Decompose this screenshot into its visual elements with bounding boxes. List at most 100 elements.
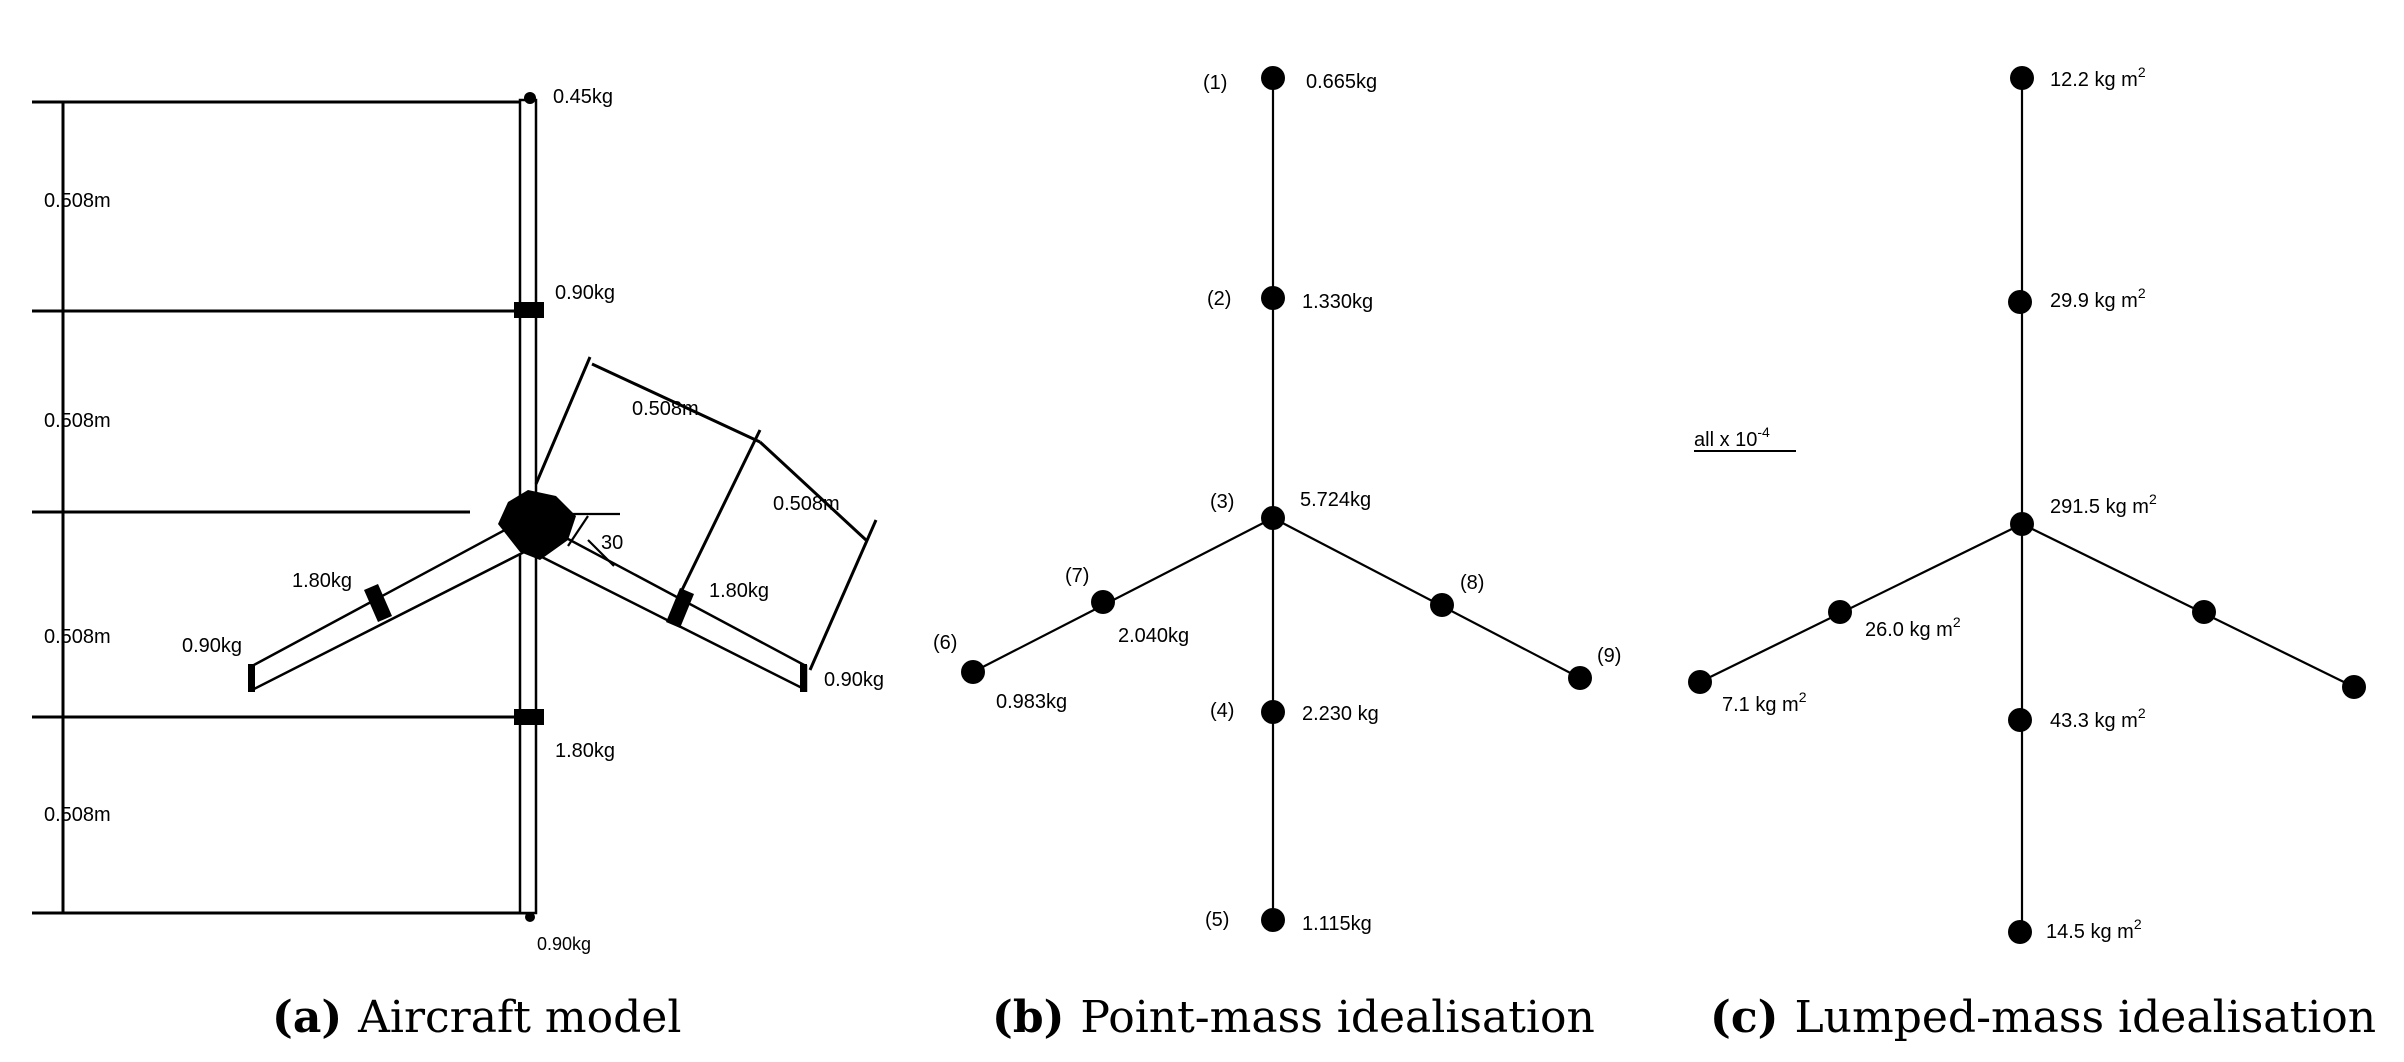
c-node-4-inertia: 43.3 kg m2 xyxy=(2050,705,2146,732)
mass-label-right-wing-tip: 0.90kg xyxy=(824,669,884,691)
right-wing-tip-mass xyxy=(800,664,807,692)
dim-label-wing-2: 0.508m xyxy=(773,493,840,515)
b-node-6-id: (6) xyxy=(933,632,957,654)
c-node-7-sup: 2 xyxy=(1953,614,1961,630)
right-wing-mid-mass xyxy=(666,588,694,628)
b-node-4-id: (4) xyxy=(1210,700,1234,722)
b-node-5 xyxy=(1261,908,1285,932)
c-node-3-sup: 2 xyxy=(2149,491,2157,507)
scale-note: all x 10-4 xyxy=(1694,424,1770,451)
center-mass-blob xyxy=(498,490,576,560)
b-node-7 xyxy=(1091,590,1115,614)
caption-c-letter: (c) xyxy=(1710,992,1778,1043)
b-node-2-id: (2) xyxy=(1207,288,1231,310)
b-node-3-mass: 5.724kg xyxy=(1300,489,1371,511)
mass-label-left-wing-tip: 0.90kg xyxy=(182,635,242,657)
wing-dim-ext-2 xyxy=(680,429,762,591)
fuselage-upper-mass xyxy=(514,302,544,318)
panel-c-lumped-mass: all x 10-4 12.2 kg m2 29.9 kg m2 291.5 k… xyxy=(1688,64,2376,1043)
b-node-7-mass: 2.040kg xyxy=(1118,625,1189,647)
c-node-7-inertia: 26.0 kg m2 xyxy=(1865,614,1961,641)
angle-label: 30 xyxy=(601,532,623,554)
c-node-1-sup: 2 xyxy=(2138,64,2146,80)
caption-a: (a) Aircraft model xyxy=(272,992,681,1043)
b-node-8-id: (8) xyxy=(1460,572,1484,594)
b-node-8 xyxy=(1430,593,1454,617)
c-node-2-sup: 2 xyxy=(2138,285,2146,301)
dim-label-left-3: 0.508m xyxy=(44,626,111,648)
wing-dim-ext-3 xyxy=(808,519,878,671)
c-node-5-inertia: 14.5 kg m2 xyxy=(2046,916,2142,943)
wing-dim-line-1 xyxy=(591,362,761,444)
c-beam-left xyxy=(1699,523,2023,683)
b-beam-left xyxy=(972,517,1274,673)
mass-label-right-wing-mid: 1.80kg xyxy=(709,580,769,602)
wing-dim-line-2 xyxy=(758,440,868,542)
angle-tick-1 xyxy=(567,515,589,547)
c-node-6-inertia: 7.1 kg m2 xyxy=(1722,689,1807,716)
b-beam-right xyxy=(1272,517,1581,679)
c-node-7 xyxy=(1828,600,1852,624)
fuselage-lower-mass xyxy=(514,709,544,725)
dim-label-wing-1: 0.508m xyxy=(632,398,699,420)
angle-tick-2 xyxy=(587,539,615,567)
b-node-3 xyxy=(1261,506,1285,530)
b-node-2-mass: 1.330kg xyxy=(1302,291,1373,313)
b-node-1 xyxy=(1261,66,1285,90)
dim-label-left-1: 0.508m xyxy=(44,190,111,212)
dim-label-left-2: 0.508m xyxy=(44,410,111,432)
bottom-mass-dot xyxy=(525,912,535,922)
caption-a-letter: (a) xyxy=(272,992,342,1043)
b-node-3-id: (3) xyxy=(1210,491,1234,513)
b-node-9-id: (9) xyxy=(1597,645,1621,667)
c-node-6-sup: 2 xyxy=(1799,689,1807,705)
left-wing xyxy=(250,522,534,693)
scale-note-text: all x 10 xyxy=(1694,429,1757,451)
b-node-6 xyxy=(961,660,985,684)
c-node-1-inertia: 12.2 kg m2 xyxy=(2050,64,2146,91)
caption-a-text: Aircraft model xyxy=(357,992,681,1043)
b-node-9 xyxy=(1568,666,1592,690)
b-node-2 xyxy=(1261,286,1285,310)
wing-dim-ext-1 xyxy=(534,356,592,485)
top-mass-dot xyxy=(524,92,536,104)
c-node-1 xyxy=(2010,66,2034,90)
caption-b-text: Point-mass idealisation xyxy=(1080,992,1594,1043)
c-node-4 xyxy=(2008,708,2032,732)
c-node-5 xyxy=(2008,920,2032,944)
caption-c-text: Lumped-mass idealisation xyxy=(1794,992,2376,1043)
mass-label-fus-upper: 0.90kg xyxy=(555,282,615,304)
b-node-1-id: (1) xyxy=(1203,72,1227,94)
c-node-3 xyxy=(2010,512,2034,536)
dim-label-left-4: 0.508m xyxy=(44,804,111,826)
mass-label-fus-lower: 1.80kg xyxy=(555,740,615,762)
b-node-7-id: (7) xyxy=(1065,565,1089,587)
c-node-6 xyxy=(1688,670,1712,694)
caption-b: (b) Point-mass idealisation xyxy=(992,992,1595,1043)
caption-b-letter: (b) xyxy=(992,992,1064,1043)
b-node-4 xyxy=(1261,700,1285,724)
b-node-1-mass: 0.665kg xyxy=(1306,71,1377,93)
c-node-5-sup: 2 xyxy=(2134,916,2142,932)
c-node-9 xyxy=(2342,675,2366,699)
c-node-8 xyxy=(2192,600,2216,624)
scale-note-exp: -4 xyxy=(1757,424,1770,440)
left-wing-mid-mass xyxy=(364,584,392,622)
b-node-5-mass: 1.115kg xyxy=(1302,913,1372,935)
mass-label-left-wing-mid: 1.80kg xyxy=(292,570,352,592)
caption-c: (c) Lumped-mass idealisation xyxy=(1710,992,2376,1043)
panel-b-point-mass: (1) 0.665kg (2) 1.330kg (3) 5.724kg (4) … xyxy=(933,66,1621,1043)
panel-a-aircraft-model: 0.508m 0.508m 0.508m 0.508m 0.508m 0.508… xyxy=(32,86,884,1043)
b-node-5-id: (5) xyxy=(1205,909,1229,931)
b-node-4-mass: 2.230 kg xyxy=(1302,703,1379,725)
mass-label-bottom: 0.90kg xyxy=(537,934,591,954)
right-wing xyxy=(522,522,808,693)
c-node-2 xyxy=(2008,290,2032,314)
c-node-3-inertia: 291.5 kg m2 xyxy=(2050,491,2157,518)
c-beam-right xyxy=(2021,523,2355,688)
left-wing-tip-mass xyxy=(248,664,255,692)
c-node-4-sup: 2 xyxy=(2138,705,2146,721)
c-node-2-inertia: 29.9 kg m2 xyxy=(2050,285,2146,312)
mass-label-top: 0.45kg xyxy=(553,86,613,108)
